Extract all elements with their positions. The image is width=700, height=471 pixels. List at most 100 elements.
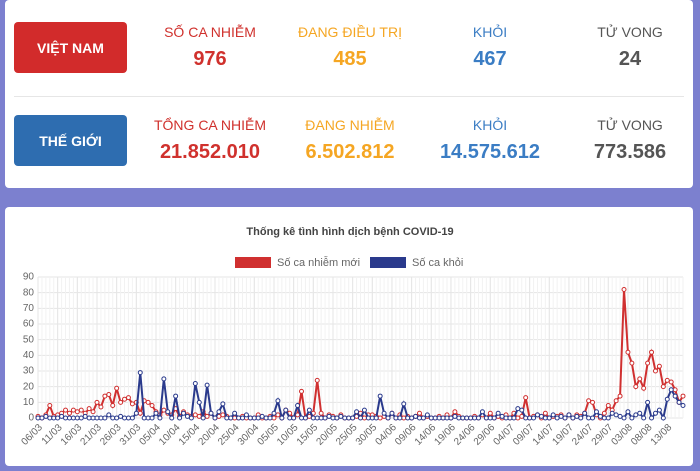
stat: KHỎI 467 bbox=[420, 24, 560, 71]
point bbox=[649, 349, 655, 355]
point bbox=[397, 415, 403, 421]
point bbox=[334, 415, 340, 421]
point bbox=[652, 410, 658, 416]
point bbox=[428, 415, 434, 421]
point bbox=[381, 410, 387, 416]
point bbox=[617, 393, 623, 399]
point bbox=[122, 396, 128, 402]
legend-swatch bbox=[370, 257, 406, 268]
y-tick-label: 30 bbox=[23, 366, 35, 377]
point bbox=[114, 385, 120, 391]
x-tick-label: 20/04 bbox=[196, 422, 222, 448]
x-tick-label: 14/07 bbox=[531, 422, 557, 448]
point bbox=[63, 407, 69, 413]
point bbox=[534, 412, 540, 418]
point bbox=[358, 415, 363, 421]
point bbox=[259, 413, 265, 419]
point bbox=[240, 415, 246, 421]
point bbox=[444, 415, 450, 421]
point bbox=[188, 415, 194, 421]
point bbox=[196, 399, 202, 405]
point bbox=[263, 415, 269, 421]
point bbox=[645, 360, 651, 366]
chart-panel: Thống kê tình hình dịch bệnh COVID-19 Số… bbox=[5, 207, 693, 466]
point bbox=[184, 413, 190, 419]
point bbox=[637, 376, 643, 382]
point bbox=[129, 401, 135, 407]
point bbox=[232, 415, 238, 421]
point bbox=[279, 415, 285, 421]
point bbox=[149, 415, 155, 421]
x-tick-label: 24/06 bbox=[452, 422, 478, 448]
x-tick-label: 05/05 bbox=[255, 422, 281, 448]
point bbox=[558, 413, 564, 419]
point bbox=[436, 415, 442, 421]
point bbox=[70, 415, 76, 421]
x-tick-label: 21/03 bbox=[79, 422, 105, 448]
point bbox=[550, 412, 556, 418]
point bbox=[377, 415, 383, 421]
point bbox=[283, 407, 289, 413]
point bbox=[98, 415, 104, 421]
point bbox=[601, 410, 607, 416]
point bbox=[216, 409, 222, 415]
y-tick-label: 60 bbox=[23, 319, 35, 330]
point bbox=[157, 415, 163, 421]
stat: ĐANG ĐIỀU TRỊ 485 bbox=[280, 24, 420, 71]
stat-label: ĐANG NHIỄM bbox=[305, 117, 395, 133]
point bbox=[590, 415, 596, 421]
point bbox=[472, 415, 478, 421]
point bbox=[511, 415, 517, 421]
point bbox=[275, 398, 281, 404]
stat-label: TỬ VONG bbox=[597, 24, 663, 40]
point bbox=[55, 415, 61, 421]
y-tick-label: 90 bbox=[23, 272, 35, 283]
point bbox=[377, 393, 383, 399]
point bbox=[114, 415, 120, 421]
stat-label: ĐANG ĐIỀU TRỊ bbox=[298, 24, 402, 40]
point bbox=[299, 388, 305, 394]
point bbox=[224, 415, 230, 421]
x-tick-label: 24/07 bbox=[570, 422, 596, 448]
point bbox=[440, 415, 446, 421]
point bbox=[118, 399, 124, 405]
region-button[interactable]: VIỆT NAM bbox=[14, 22, 127, 73]
point bbox=[181, 410, 187, 416]
y-tick-label: 20 bbox=[23, 381, 35, 392]
point bbox=[287, 415, 293, 421]
y-tick-label: 40 bbox=[23, 350, 35, 361]
y-tick-label: 50 bbox=[23, 334, 35, 345]
point bbox=[652, 368, 658, 374]
point bbox=[621, 287, 627, 293]
point bbox=[393, 415, 399, 421]
point bbox=[617, 413, 623, 419]
point bbox=[613, 412, 619, 418]
x-tick-label: 25/05 bbox=[334, 422, 360, 448]
x-tick-label: 19/06 bbox=[432, 422, 458, 448]
point bbox=[106, 412, 112, 418]
point bbox=[295, 412, 301, 418]
point bbox=[236, 415, 242, 421]
point bbox=[82, 413, 88, 419]
point bbox=[468, 415, 474, 421]
x-tick-label: 29/06 bbox=[472, 422, 498, 448]
point bbox=[196, 413, 202, 419]
point bbox=[361, 415, 367, 421]
x-tick-label: 20/05 bbox=[314, 422, 340, 448]
region-button[interactable]: THẾ GIỚI bbox=[14, 115, 127, 166]
point bbox=[306, 407, 312, 413]
point bbox=[385, 415, 391, 421]
point bbox=[78, 407, 84, 413]
x-tick-label: 31/03 bbox=[118, 422, 144, 448]
point bbox=[90, 415, 96, 421]
point bbox=[318, 410, 324, 416]
point bbox=[676, 399, 682, 405]
legend-swatch bbox=[235, 257, 271, 268]
point bbox=[609, 410, 615, 416]
point bbox=[145, 399, 151, 405]
stat: TỬ VONG 24 bbox=[560, 24, 700, 71]
point bbox=[680, 402, 686, 408]
point bbox=[460, 415, 466, 421]
point bbox=[66, 415, 72, 421]
point bbox=[212, 415, 218, 421]
